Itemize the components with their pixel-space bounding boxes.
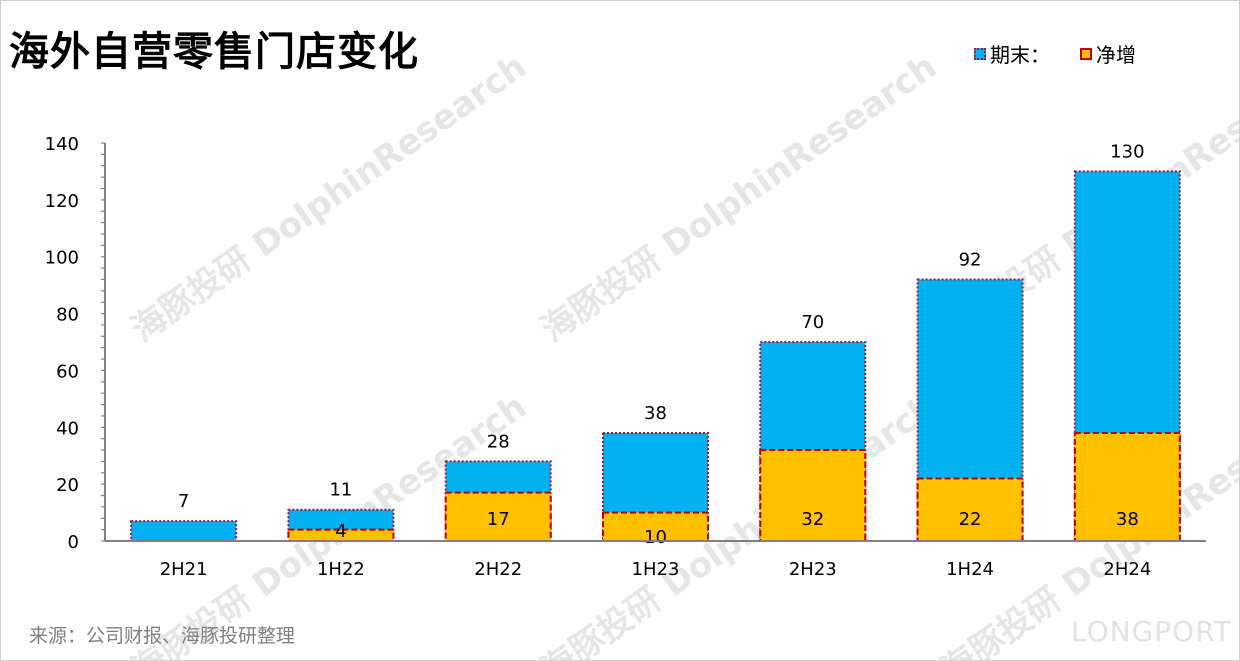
bar-net <box>916 477 1024 543</box>
data-label-end: 7 <box>178 491 189 512</box>
x-tick-label: 2H23 <box>789 559 837 580</box>
data-label-end: 70 <box>801 312 824 333</box>
y-tick-label: 60 <box>56 361 79 382</box>
data-label-net: 22 <box>959 509 982 530</box>
y-tick-label: 140 <box>45 134 79 155</box>
legend-label-net: 净增 <box>1096 43 1136 67</box>
longport-logo: LONGPORT <box>1071 615 1232 648</box>
x-tick-label: 1H22 <box>317 559 365 580</box>
x-tick-label: 2H22 <box>474 559 522 580</box>
data-label-net: 17 <box>487 509 510 530</box>
bar-net <box>287 528 395 543</box>
data-label-net: 10 <box>644 527 667 548</box>
y-tick-label: 20 <box>56 475 79 496</box>
bar-net <box>602 511 709 543</box>
source-note: 来源：公司财报、海豚投研整理 <box>29 625 296 647</box>
data-label-net: 38 <box>1116 509 1139 530</box>
data-label-end: 130 <box>1110 141 1144 162</box>
x-tick-label: 2H24 <box>1103 559 1151 580</box>
legend-swatch-end <box>974 47 986 60</box>
chart-title: 海外自营零售门店变化 <box>9 29 419 75</box>
y-tick-label: 120 <box>45 191 79 212</box>
data-label-end: 28 <box>487 431 510 452</box>
y-tick-label: 80 <box>56 305 79 326</box>
legend: 期末： 净增 <box>974 39 1136 68</box>
y-tick-label: 0 <box>68 532 79 553</box>
bar-net <box>444 491 552 542</box>
legend-label-end: 期末： <box>990 43 1050 67</box>
bar-end <box>130 520 238 542</box>
x-tick-label: 1H23 <box>632 559 680 580</box>
data-label-net: 32 <box>801 509 824 530</box>
bar-net <box>1073 431 1181 543</box>
data-label-net: 4 <box>335 521 346 542</box>
data-label-end: 11 <box>329 480 352 501</box>
y-tick-label: 40 <box>56 418 79 439</box>
data-label-end: 38 <box>644 403 667 424</box>
x-tick-label: 2H21 <box>160 559 208 580</box>
x-tick-label: 1H24 <box>946 559 994 580</box>
y-tick-label: 100 <box>45 248 79 269</box>
legend-swatch-net <box>1080 47 1092 60</box>
data-label-end: 92 <box>959 249 982 270</box>
